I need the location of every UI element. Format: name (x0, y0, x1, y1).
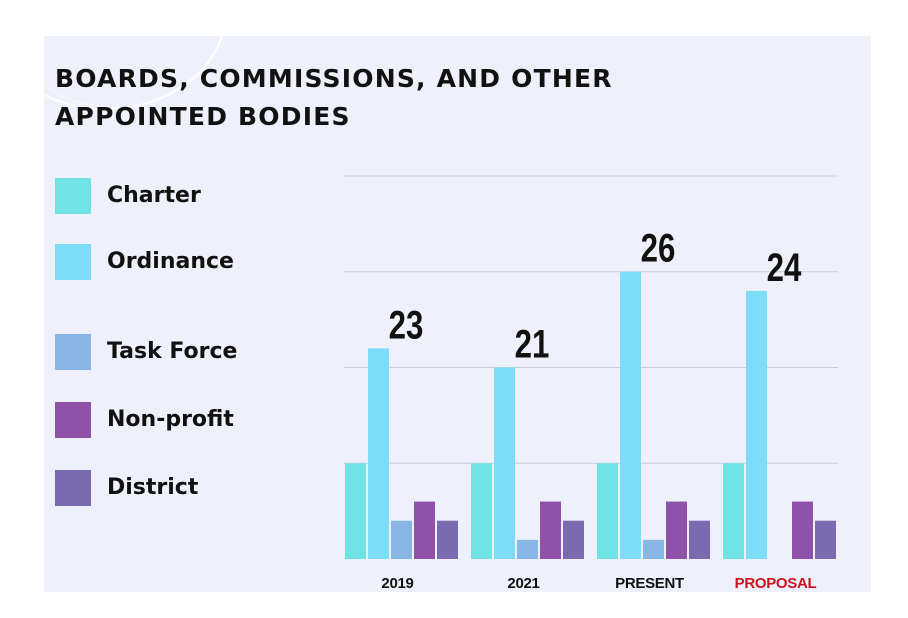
bar-charter-present (597, 463, 618, 559)
bar-non-profit-proposal (792, 501, 813, 559)
bar-non-profit-present (666, 501, 687, 559)
legend-swatch-task-force (55, 334, 91, 370)
legend-item-charter: Charter (55, 178, 295, 214)
bar-charter-proposal (723, 463, 744, 559)
legend-item-district: District (55, 470, 295, 506)
bar-task-force-present (643, 539, 664, 559)
bar-task-force-2019 (391, 520, 412, 559)
x-tick-label-2019: 2019 (381, 575, 413, 592)
bar-ordinance-2019 (368, 348, 389, 559)
legend-label-task-force: Task Force (107, 339, 238, 364)
data-label-total-2019: 23 (389, 303, 424, 348)
bar-district-proposal (815, 520, 836, 559)
bar-charter-2021 (471, 463, 492, 559)
legend-item-ordinance: Ordinance (55, 244, 295, 280)
x-tick-label-2021: 2021 (507, 575, 539, 592)
legend-swatch-non-profit (55, 402, 91, 438)
bar-non-profit-2019 (414, 501, 435, 559)
x-tick-label-present: PRESENT (615, 575, 684, 592)
x-tick-label-proposal: PROPOSAL (735, 575, 817, 592)
legend-label-district: District (107, 475, 199, 500)
legend-label-charter: Charter (107, 183, 201, 208)
bar-ordinance-present (620, 271, 641, 559)
bar-district-2021 (563, 520, 584, 559)
bar-district-present (689, 520, 710, 559)
bar-charter-2019 (345, 463, 366, 559)
legend-swatch-district (55, 470, 91, 506)
legend-label-non-profit: Non-profit (107, 407, 234, 432)
data-label-total-present: 26 (641, 226, 676, 271)
data-label-total-proposal: 24 (767, 245, 802, 290)
bar-non-profit-2021 (540, 501, 561, 559)
legend-swatch-charter (55, 178, 91, 214)
legend-label-ordinance: Ordinance (107, 249, 234, 274)
legend-swatch-ordinance (55, 244, 91, 280)
legend-item-non-profit: Non-profit (55, 402, 295, 438)
data-label-total-2021: 21 (515, 322, 550, 367)
bar-district-2019 (437, 520, 458, 559)
legend-item-task-force: Task Force (55, 334, 295, 370)
bar-ordinance-2021 (494, 367, 515, 559)
bar-ordinance-proposal (746, 290, 767, 559)
chart-title: BOARDS, COMMISSIONS, AND OTHER APPOINTED… (55, 64, 613, 131)
bar-task-force-2021 (517, 539, 538, 559)
